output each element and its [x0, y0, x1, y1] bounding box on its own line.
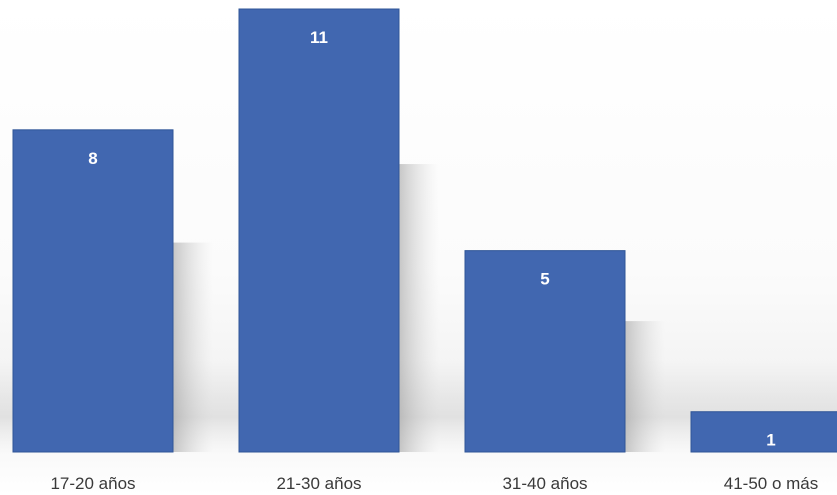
category-tick-label: 41-50 o más: [724, 474, 819, 493]
bar: [238, 8, 400, 453]
bar-value-label: 1: [766, 431, 775, 450]
bar-shadow: [399, 164, 439, 453]
category-tick-label: 31-40 años: [502, 474, 587, 493]
category-tick-label: 17-20 años: [50, 474, 135, 493]
bar-value-label: 8: [88, 149, 97, 168]
bar: [12, 129, 174, 453]
bar: [690, 411, 837, 453]
category-axis: 17-20 años 21-30 años 31-40 años 41-50 o má…: [50, 474, 818, 493]
category-tick-label: 21-30 años: [276, 474, 361, 493]
bar-value-label: 5: [540, 270, 549, 289]
bars: [12, 8, 837, 453]
bar-shadow: [625, 321, 665, 452]
bar-shadow: [173, 242, 213, 452]
value-labels: 8 11 5 1: [88, 28, 775, 450]
bar: [464, 250, 626, 453]
bar-value-label: 11: [310, 28, 328, 47]
bar-shadows: [173, 164, 665, 453]
